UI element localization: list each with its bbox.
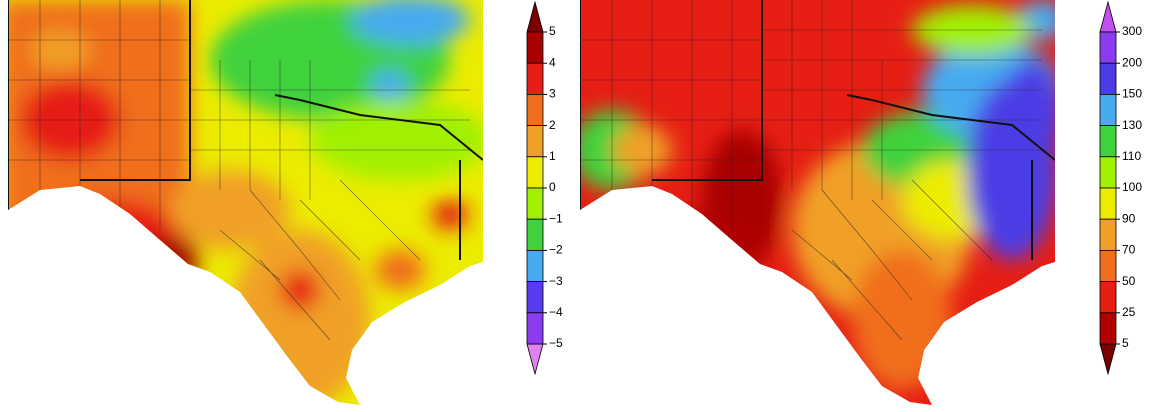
colorbar-band [1099, 156, 1117, 189]
colorbar-label: −4 [549, 305, 563, 319]
colorbar-band [1099, 312, 1117, 345]
colorbar-label: −3 [549, 274, 563, 288]
colorbar-label: 25 [1122, 305, 1136, 319]
colorbar-label: 100 [1122, 180, 1142, 194]
colorbar-top-triangle [1099, 0, 1117, 33]
colorbar-label: 110 [1122, 149, 1141, 163]
colorbar-band [526, 125, 544, 158]
colorbar-label: 2 [549, 118, 556, 132]
colorbar-band [526, 94, 544, 127]
colorbar-label: 0 [549, 180, 556, 194]
colorbar-band [526, 62, 544, 95]
colorbar-band [526, 312, 544, 345]
colorbar-band [526, 187, 544, 220]
colorbar-band [526, 218, 544, 251]
colorbar-band [1099, 218, 1117, 251]
colorbar-bottom-triangle [526, 343, 544, 376]
colorbar-band [1099, 94, 1117, 127]
colorbar-label: 5 [549, 24, 556, 38]
colorbar-band [526, 249, 544, 282]
colorbar-label: 50 [1122, 274, 1136, 288]
colorbar-label: 300 [1122, 24, 1142, 38]
colorbar-label: 200 [1122, 55, 1142, 69]
colorbar-band [526, 281, 544, 314]
colorbar-label: 1 [549, 149, 556, 163]
colorbar-band [1099, 281, 1117, 314]
colorbar-bottom-triangle [1099, 343, 1117, 376]
colorbar-band [1099, 31, 1117, 64]
colorbar-label: 4 [549, 55, 556, 69]
colorbar-label: 90 [1122, 211, 1136, 225]
colorbar-band [1099, 187, 1117, 220]
right-colorbar: 300 200 150 130 110 100 90 70 50 25 5 [1099, 0, 1142, 376]
colorbar-label: −2 [549, 243, 563, 257]
colorbar-band [1099, 125, 1117, 158]
colorbar-label: −1 [549, 211, 563, 225]
colorbar-band [526, 31, 544, 64]
colorbar-top-triangle [526, 0, 544, 33]
colorbar-label: 130 [1122, 118, 1142, 132]
colorbar-label: 150 [1122, 87, 1142, 101]
colorbar-label: 3 [549, 87, 556, 101]
left-map [8, 0, 483, 405]
left-colorbar: 5 4 3 2 1 0 −1 −2 −3 −4 −5 [526, 0, 563, 376]
colorbar-label: 5 [1122, 336, 1129, 350]
colorbar-band [1099, 62, 1117, 95]
right-map [580, 0, 1055, 405]
colorbar-label: 70 [1122, 243, 1136, 257]
colorbar-band [526, 156, 544, 189]
colorbar-label: −5 [549, 336, 563, 350]
colorbar-band [1099, 249, 1117, 282]
